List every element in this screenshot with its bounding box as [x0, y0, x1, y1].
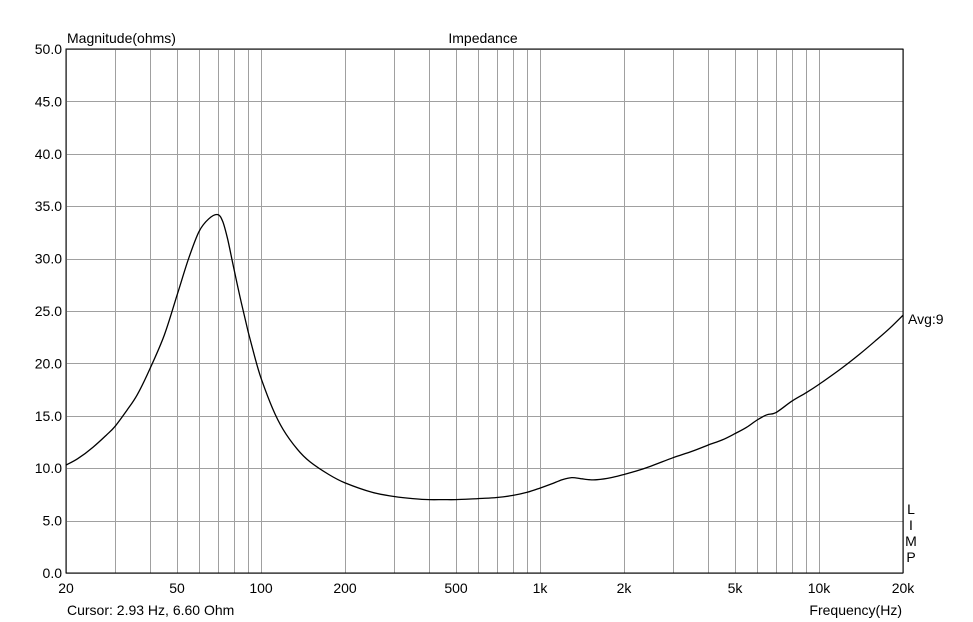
- x-tick-label: 200: [333, 580, 357, 596]
- side-letters: L I M P: [905, 501, 917, 565]
- x-tick-label: 20: [58, 580, 74, 596]
- x-tick-label: 100: [249, 580, 273, 596]
- y-tick-label: 30.0: [35, 251, 62, 267]
- y-tick-label: 15.0: [35, 408, 62, 424]
- side-letter: M: [905, 533, 917, 549]
- cursor-readout: Cursor: 2.93 Hz, 6.60 Ohm: [67, 602, 234, 618]
- side-letter: P: [906, 549, 915, 565]
- side-letter: L: [907, 501, 915, 517]
- plot-area: [65, 48, 904, 574]
- chart-title: Impedance: [448, 30, 517, 46]
- x-tick-label: 500: [444, 580, 468, 596]
- x-tick-label: 10k: [808, 580, 832, 596]
- x-tick-label: 5k: [728, 580, 744, 596]
- axis-ticks: 0.0 5.0 10.0 15.0 20.0 25.0 30.0 35.0 40.0 45.0 50…: [35, 41, 916, 596]
- y-tick-label: 25.0: [35, 303, 62, 319]
- x-tick-label: 20k: [892, 580, 916, 596]
- grid: [66, 49, 904, 574]
- impedance-curve: [65, 213, 904, 501]
- y-axis-label: Magnitude(ohms): [67, 30, 176, 46]
- x-axis-label: Frequency(Hz): [809, 602, 902, 618]
- y-tick-label: 50.0: [35, 41, 62, 57]
- y-tick-label: 5.0: [43, 513, 63, 529]
- y-tick-label: 45.0: [35, 93, 62, 109]
- y-tick-label: 10.0: [35, 460, 62, 476]
- x-tick-label: 50: [169, 580, 185, 596]
- y-tick-label: 20.0: [35, 355, 62, 371]
- side-letter: I: [909, 517, 913, 533]
- x-tick-label: 2k: [617, 580, 633, 596]
- y-tick-label: 35.0: [35, 198, 62, 214]
- y-tick-label: 0.0: [43, 565, 63, 581]
- x-tick-label: 1k: [533, 580, 549, 596]
- average-label: Avg:9: [908, 311, 944, 327]
- y-tick-label: 40.0: [35, 146, 62, 162]
